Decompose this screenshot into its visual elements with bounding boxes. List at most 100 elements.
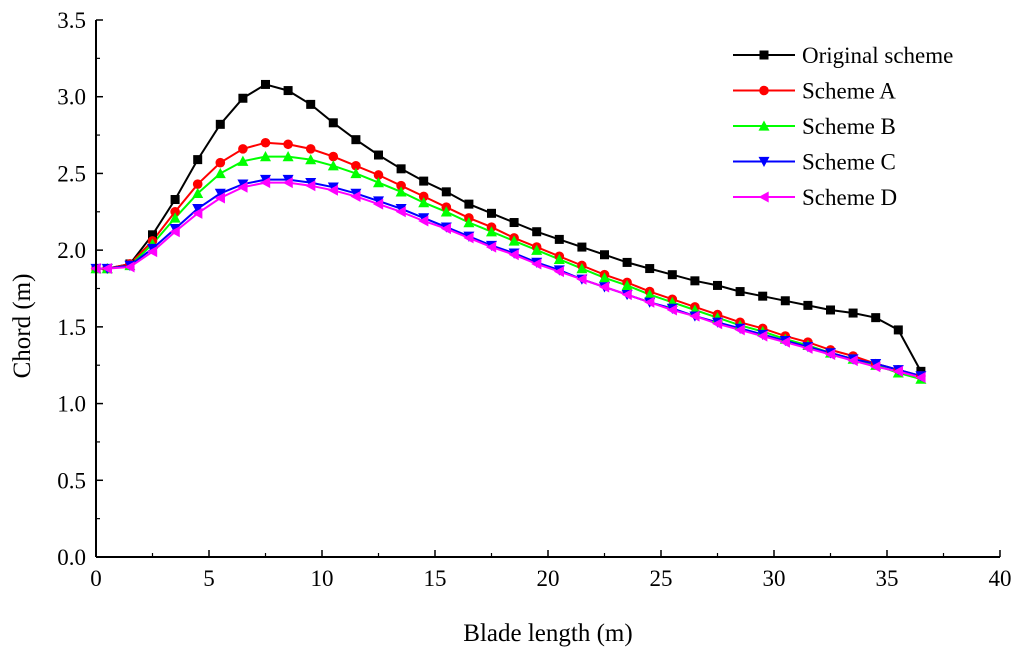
data-point-scheme-d	[508, 249, 519, 261]
data-point-scheme-b	[576, 263, 588, 274]
x-tick-label: 0	[90, 566, 102, 591]
data-point-original-scheme	[283, 86, 293, 96]
data-point-scheme-b	[373, 177, 384, 188]
data-point-scheme-d	[395, 206, 406, 218]
data-point-original-scheme	[509, 218, 519, 228]
data-point-original-scheme	[193, 155, 203, 165]
data-point-scheme-a	[305, 144, 316, 154]
data-point-original-scheme	[826, 305, 835, 315]
data-point-original-scheme	[645, 264, 655, 274]
data-point-scheme-d	[192, 207, 203, 219]
y-axis-title: Chord (m)	[9, 274, 36, 379]
data-point-scheme-b	[621, 279, 633, 291]
legend-label-original-scheme: Original scheme	[802, 43, 953, 68]
y-tick-label: 1.5	[57, 315, 86, 340]
data-point-original-scheme	[464, 199, 474, 209]
data-point-scheme-d	[350, 190, 361, 202]
data-point-original-scheme	[238, 93, 248, 103]
data-point-scheme-d	[666, 304, 677, 316]
data-point-original-scheme	[215, 119, 225, 129]
data-point-scheme-b	[350, 167, 362, 179]
data-point-scheme-d	[486, 241, 497, 253]
data-point-scheme-d	[689, 310, 700, 322]
x-tick-label: 40	[989, 566, 1012, 591]
legend-marker-scheme-b	[758, 120, 770, 131]
data-point-scheme-b	[599, 272, 610, 283]
data-point-original-scheme	[328, 118, 338, 128]
data-point-original-scheme	[600, 250, 609, 260]
data-point-original-scheme	[441, 187, 451, 197]
legend-label-scheme-d: Scheme D	[802, 185, 897, 210]
data-point-scheme-a	[260, 137, 271, 148]
legend-marker-scheme-a	[759, 85, 769, 96]
x-tick-label: 20	[537, 566, 560, 591]
data-point-original-scheme	[690, 276, 700, 286]
data-point-scheme-a	[328, 151, 339, 162]
data-point-scheme-d	[282, 177, 293, 189]
y-tick-label: 0.0	[57, 545, 86, 570]
data-point-scheme-d	[802, 342, 813, 354]
data-point-scheme-d	[599, 281, 610, 293]
data-point-scheme-a	[418, 191, 429, 202]
data-point-scheme-d	[531, 258, 542, 270]
data-point-scheme-a	[373, 170, 384, 180]
x-tick-label: 5	[203, 566, 215, 591]
data-point-scheme-c	[192, 204, 204, 215]
data-point-scheme-d	[870, 361, 881, 373]
data-point-scheme-d	[101, 263, 112, 275]
legend-marker-scheme-d	[758, 191, 769, 203]
data-point-scheme-d	[553, 266, 564, 278]
x-tick-label: 25	[650, 566, 673, 591]
legend: Original scheme Scheme A Scheme B Scheme C S…	[733, 43, 953, 210]
data-point-scheme-a	[283, 139, 293, 150]
y-tick-label: 3.0	[57, 85, 86, 110]
data-point-original-scheme	[261, 79, 270, 89]
data-point-scheme-d	[576, 273, 587, 285]
legend-label-scheme-a: Scheme A	[802, 79, 896, 104]
axes: 0 5 10 15 20 25 30 35 40 0.0 0.5 1.0 1.5 2.0 2.5 3.0 3.5	[57, 8, 1011, 591]
data-point-scheme-d	[915, 371, 926, 383]
data-point-scheme-d	[124, 261, 135, 273]
data-point-scheme-b	[192, 187, 204, 199]
data-point-scheme-b	[644, 289, 656, 300]
data-point-scheme-b	[214, 167, 226, 179]
data-point-original-scheme	[803, 300, 813, 310]
y-tick-label: 2.5	[57, 161, 86, 186]
data-point-scheme-a	[215, 157, 226, 168]
data-point-scheme-d	[214, 192, 225, 204]
data-point-scheme-b	[508, 235, 520, 246]
data-point-scheme-a	[396, 180, 406, 191]
data-point-scheme-a	[238, 144, 248, 154]
x-tick-label: 10	[311, 566, 334, 591]
data-point-scheme-b	[169, 212, 181, 223]
data-point-scheme-b	[282, 151, 294, 162]
data-point-scheme-d	[712, 318, 723, 330]
data-point-original-scheme	[351, 135, 361, 145]
y-tick-label: 0.5	[57, 468, 86, 493]
data-point-scheme-d	[327, 184, 338, 196]
data-point-original-scheme	[871, 313, 881, 323]
legend-label-scheme-c: Scheme C	[802, 150, 896, 175]
data-point-scheme-b	[237, 155, 249, 166]
data-point-original-scheme	[667, 270, 677, 280]
legend-marker-original-scheme	[759, 50, 769, 60]
data-point-scheme-b	[440, 206, 452, 217]
legend-label-scheme-b: Scheme B	[802, 114, 896, 139]
data-point-scheme-d	[621, 289, 632, 301]
data-point-original-scheme	[419, 176, 429, 186]
plot-markers	[90, 79, 927, 384]
data-point-scheme-b	[463, 217, 475, 228]
y-tick-label: 1.0	[57, 392, 86, 417]
x-tick-label: 35	[876, 566, 899, 591]
data-point-scheme-b	[486, 226, 497, 237]
data-point-scheme-d	[418, 215, 429, 227]
data-point-original-scheme	[170, 195, 180, 205]
data-point-original-scheme	[532, 227, 542, 237]
data-point-scheme-b	[531, 244, 543, 255]
x-tick-label: 30	[763, 566, 786, 591]
data-point-scheme-b	[260, 151, 271, 162]
data-point-original-scheme	[306, 99, 316, 109]
data-point-original-scheme	[848, 308, 858, 318]
data-point-original-scheme	[577, 242, 587, 252]
